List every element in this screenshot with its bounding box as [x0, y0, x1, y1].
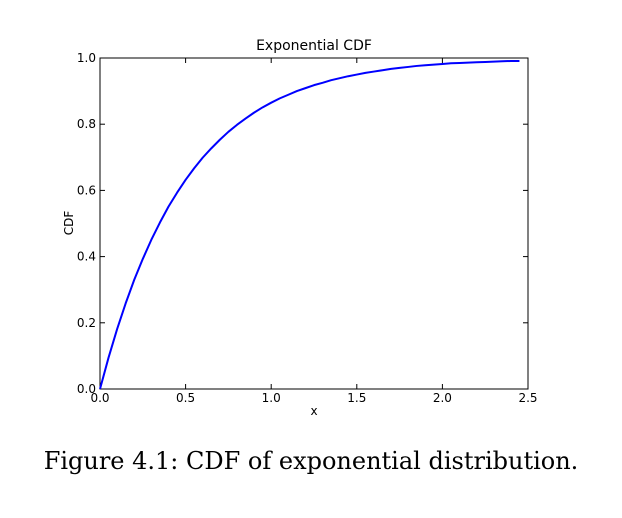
y-axis-label: CDF	[62, 211, 76, 236]
x-axis-ticks: 0.0 0.5 1.0 1.5 2.0 2.5	[90, 58, 538, 405]
y-tick-label: 0.0	[77, 382, 96, 396]
chart-title: Exponential CDF	[256, 38, 372, 54]
series-group	[99, 59, 520, 390]
x-tick-label: 1.5	[347, 391, 366, 405]
x-tick-label: 2.5	[518, 391, 537, 405]
x-tick-label: 0.5	[176, 391, 195, 405]
x-tick-label: 0.0	[90, 391, 109, 405]
y-tick-label: 0.8	[77, 117, 96, 131]
x-axis-label: x	[310, 404, 317, 418]
y-tick-label: 1.0	[77, 51, 96, 65]
x-tick-label: 2.0	[433, 391, 452, 405]
exponential-cdf-chart: Exponential CDF 0.0 0.5 1.0 1.5 2.0 2.5 0.00.…	[62, 38, 538, 418]
y-tick-label: 0.2	[77, 316, 96, 330]
y-tick-label: 0.4	[77, 250, 96, 264]
y-axis-ticks: 0.0 0.2 0.4 0.6 0.8 1.0	[77, 51, 528, 396]
y-tick-label: 0.6	[77, 183, 96, 197]
plot-frame	[99, 57, 529, 390]
x-tick-label: 1.0	[262, 391, 281, 405]
series-line	[99, 59, 520, 390]
figure-caption: Figure 4.1: CDF of exponential distribut…	[43, 447, 579, 475]
